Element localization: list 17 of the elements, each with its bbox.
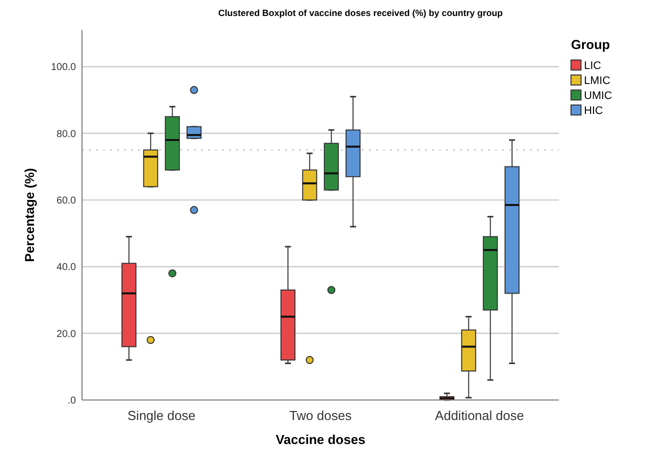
y-tick-label: 100.0 [50, 62, 76, 74]
y-tick-label: 20.0 [56, 328, 76, 340]
x-tick-label: Single dose [128, 408, 196, 423]
y-axis-title: Percentage (%) [22, 168, 37, 262]
y-tick-label: 80.0 [56, 128, 76, 140]
chart-title: Clustered Boxplot of vaccine doses received (%) by country group [218, 8, 504, 18]
x-tick-label: Additional dose [435, 408, 524, 423]
y-tick-label: 40.0 [56, 262, 76, 274]
x-tick-label: Two doses [289, 408, 352, 423]
y-tick-label: 60.0 [56, 196, 76, 206]
legend-label: LMIC [584, 75, 610, 87]
legend-label: UMIC [584, 90, 612, 102]
x-axis-title: Vaccine doses [276, 432, 366, 447]
legend-title: Group [571, 37, 610, 52]
legend-label: LIC [584, 60, 602, 72]
y-tick-label: .0 [68, 396, 76, 406]
legend-label: HIC [584, 105, 603, 117]
